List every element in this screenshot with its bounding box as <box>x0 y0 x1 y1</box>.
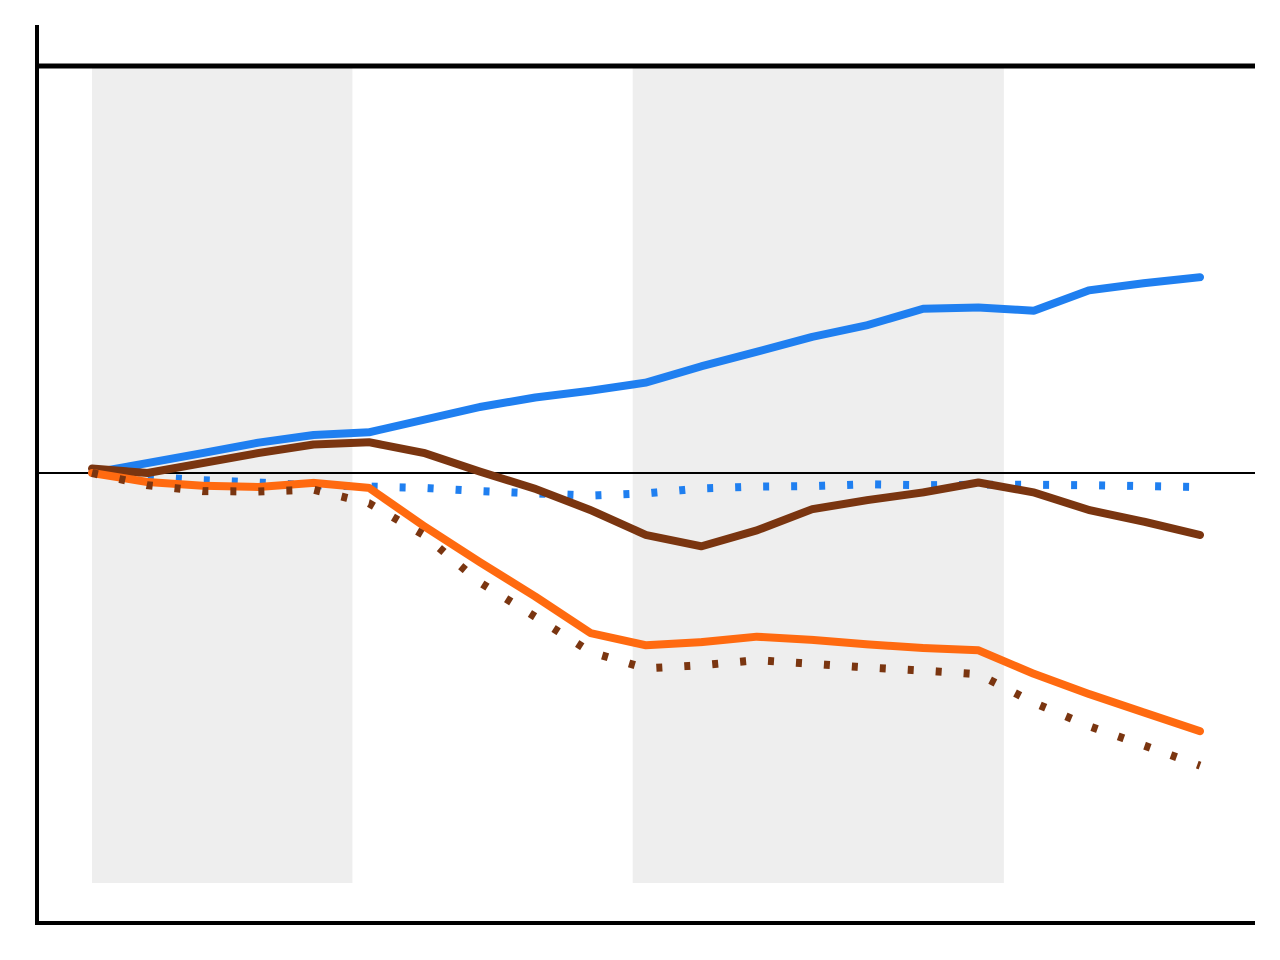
series-line-2 <box>91 469 1201 500</box>
series-lines <box>88 273 1204 770</box>
series-line-4 <box>88 469 1204 736</box>
series-line-3 <box>88 438 1204 551</box>
shaded-bands <box>92 66 1004 883</box>
axes <box>35 25 1255 925</box>
series-line-1 <box>88 273 1204 477</box>
reference-lines <box>37 63 1255 474</box>
series-line-5 <box>91 469 1202 770</box>
shaded-band-2 <box>632 66 1004 883</box>
